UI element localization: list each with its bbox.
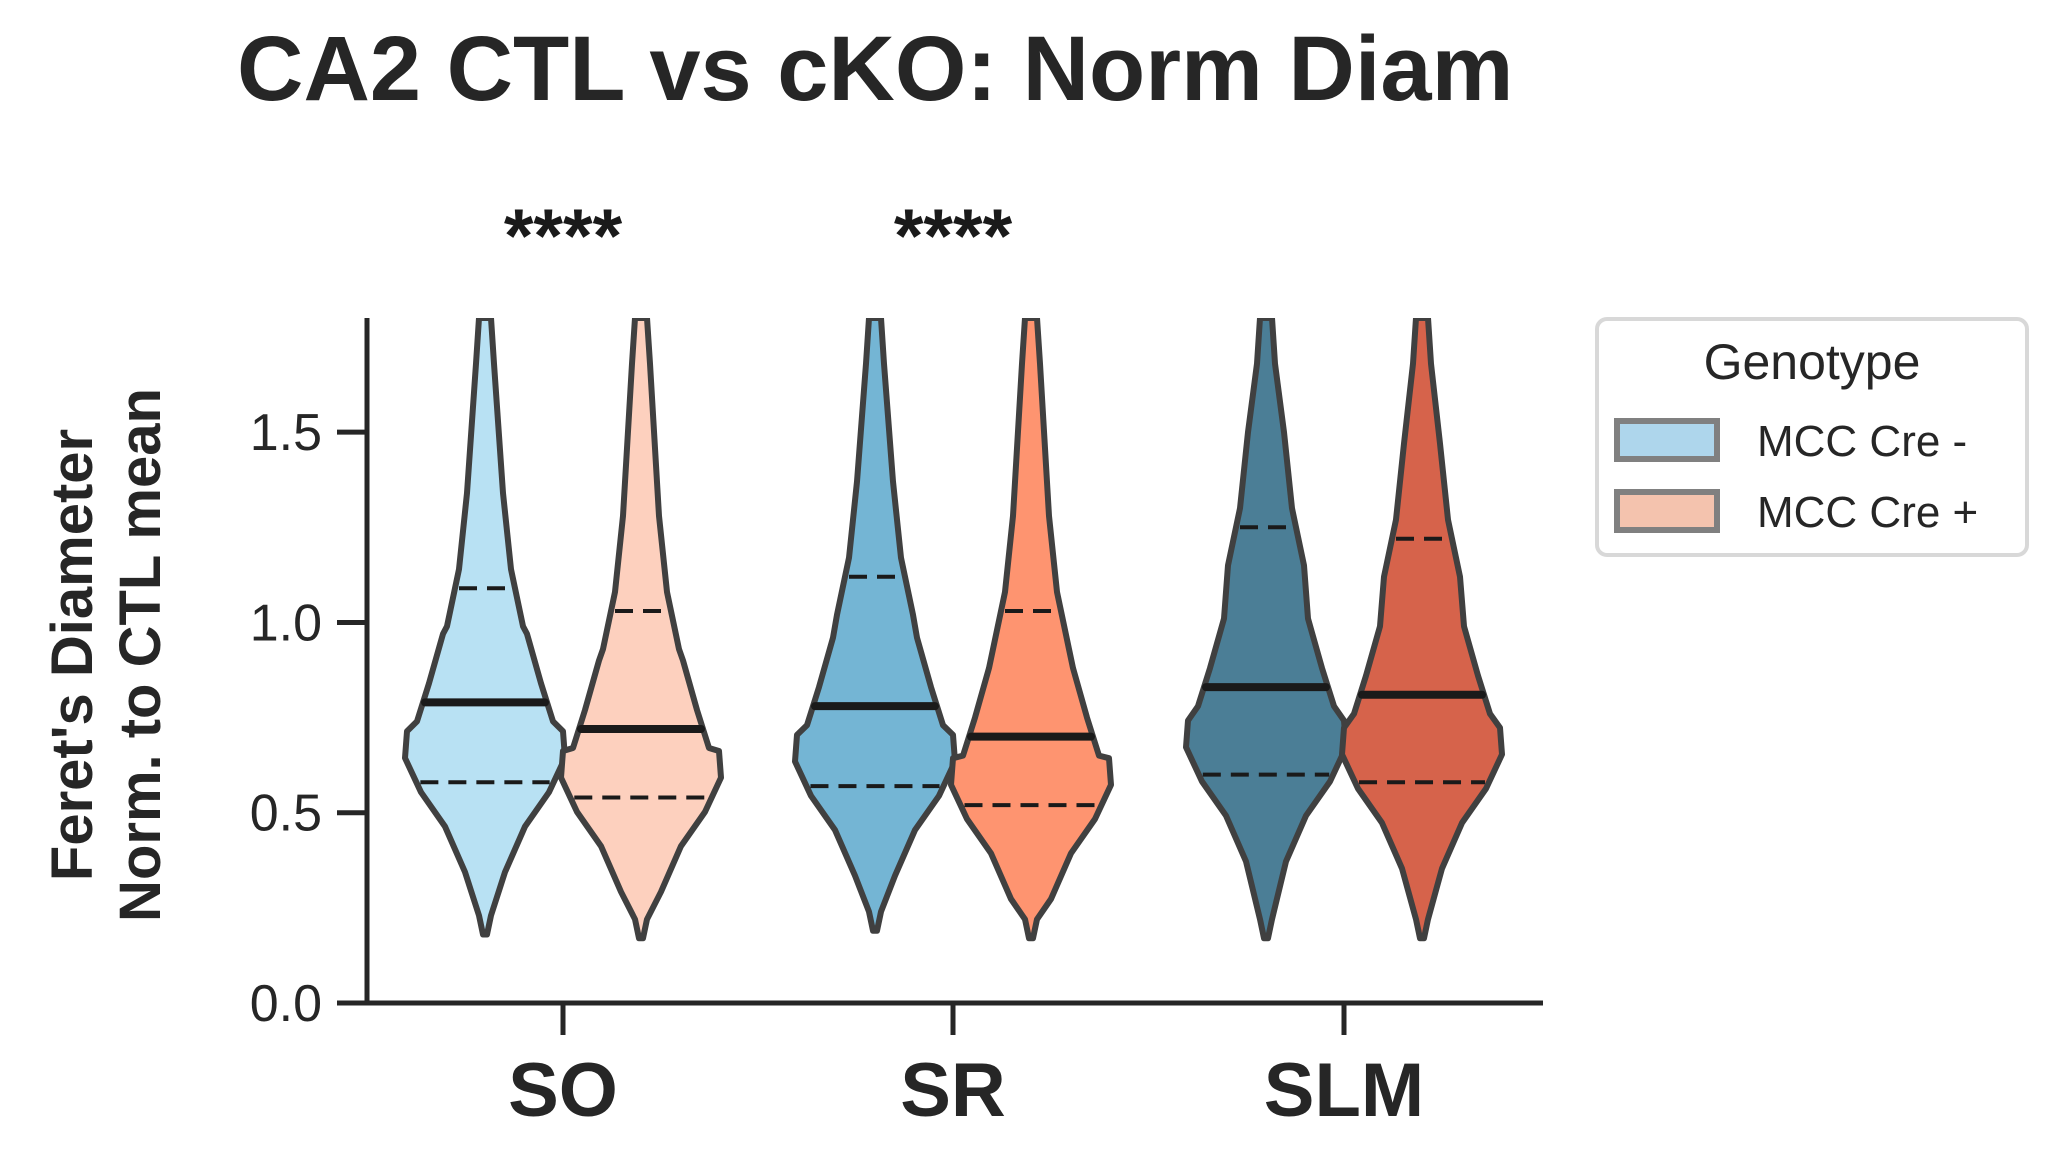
violin-body [1183,315,1349,942]
x-tick-label-slm: SLM [1264,1048,1424,1133]
violin-so-cre-plus [558,315,724,942]
y-axis-label-line1: Feret's Diameter [40,429,105,881]
violin-slm-cre-plus [1339,315,1505,942]
y-axis-label-line2: Norm. to CTL mean [108,388,173,922]
legend-title: Genotype [1704,334,1921,390]
x-tick-label-so: SO [508,1048,618,1133]
chart-title: CA2 CTL vs cKO: Norm Diam [237,18,1513,120]
top-mask [370,0,1546,318]
legend-label-mcc-cre-plus: MCC Cre + [1757,488,1978,537]
legend-swatch-mcc-cre-plus [1614,489,1720,533]
violins-layer [370,0,1546,942]
significance-layer: **** **** [504,194,1013,279]
violin-body [792,315,958,934]
violin-body [558,315,724,942]
y-tick-label: 0.0 [250,975,322,1033]
y-tick-label: 1.5 [250,404,322,462]
y-tick-label: 1.0 [250,594,322,652]
violin-so-cre-minus [402,315,568,938]
significance-marker: **** [894,194,1013,279]
legend-swatch-mcc-cre-minus [1614,418,1720,462]
violin-body [1339,315,1505,942]
significance-marker: **** [504,194,623,279]
legend-label-mcc-cre-minus: MCC Cre - [1757,417,1967,466]
violin-sr-cre-plus [948,315,1114,942]
legend: Genotype MCC Cre - MCC Cre + [1595,317,2029,557]
y-tick-label: 0.5 [250,785,322,843]
x-tick-label-sr: SR [900,1048,1006,1133]
violin-body [402,315,568,938]
violin-body [948,315,1114,942]
violin-slm-cre-minus [1183,315,1349,942]
axes-layer: 0.0 0.5 1.0 1.5 SO SR SLM [250,318,1543,1133]
violin-sr-cre-minus [792,315,958,934]
